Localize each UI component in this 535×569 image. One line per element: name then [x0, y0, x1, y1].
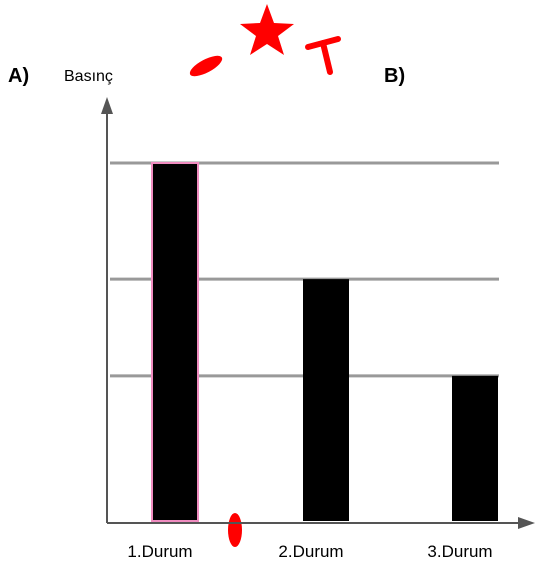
- y-axis-title: Basınç: [64, 68, 113, 85]
- y-axis: [101, 97, 113, 523]
- red-star-icon: [240, 4, 294, 55]
- bar-2: [303, 279, 349, 521]
- bar-1: [151, 162, 199, 522]
- bar-3: [452, 375, 498, 521]
- red-ellipse-mark-small: [228, 513, 242, 547]
- panel-label-b: B): [384, 65, 405, 87]
- red-ellipse-mark: [189, 55, 223, 77]
- x-tick-label-3: 3.Durum: [427, 542, 492, 561]
- x-tick-label-1: 1.Durum: [127, 542, 192, 561]
- x-tick-label-2: 2.Durum: [278, 542, 343, 561]
- panel-label-a: A): [8, 65, 29, 87]
- bars: [151, 162, 498, 522]
- x-axis: [107, 517, 535, 529]
- x-tick-labels: 1.Durum 2.Durum 3.Durum: [127, 542, 492, 561]
- red-t-mark: [305, 36, 341, 75]
